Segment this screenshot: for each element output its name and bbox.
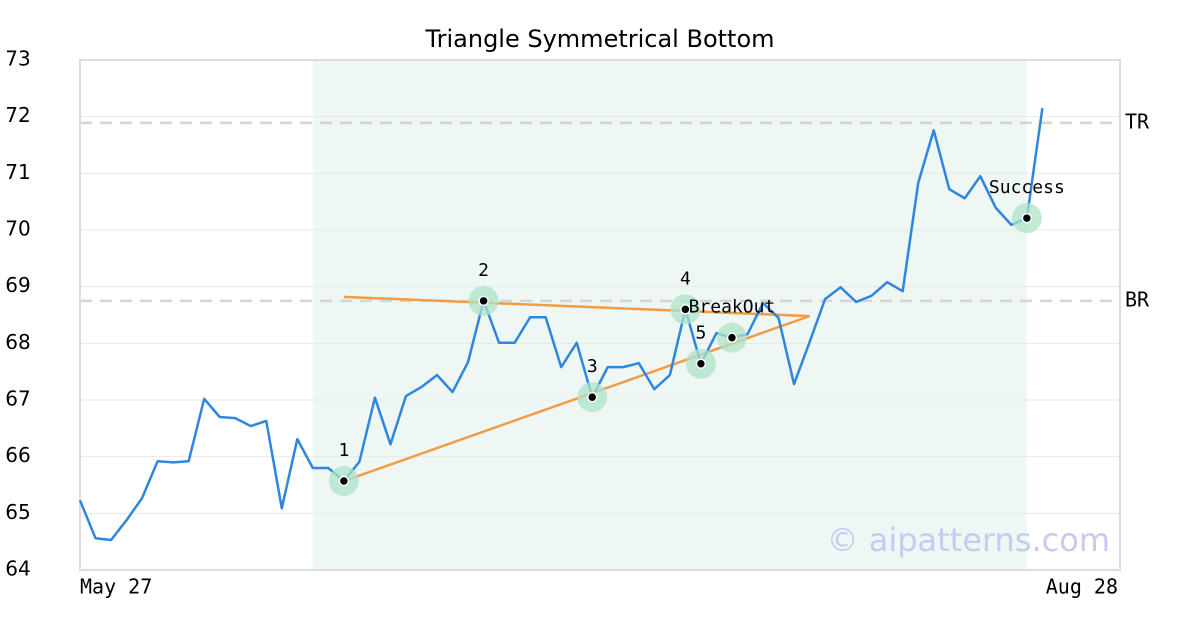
point-label: 1: [338, 440, 349, 461]
point-dot: [338, 475, 350, 487]
pattern-region: [312, 60, 1027, 570]
y-tick-label: 67: [5, 387, 30, 411]
chart-title: Triangle Symmetrical Bottom: [424, 25, 774, 53]
point-dot: [586, 391, 598, 403]
point-dot: [726, 332, 738, 343]
y-tick-label: 72: [5, 103, 30, 127]
x-tick-label: Aug 28: [1046, 575, 1118, 599]
level-label: TR: [1125, 109, 1150, 133]
plot-frame: [79, 59, 1121, 571]
y-tick-label: 69: [5, 273, 30, 297]
point-label: 3: [587, 356, 598, 377]
point-dot: [680, 304, 691, 315]
level-label: BR: [1125, 287, 1150, 311]
point-dot: [695, 358, 707, 369]
point-dot: [478, 295, 489, 307]
y-tick-label: 65: [5, 500, 30, 524]
point-label: Success: [989, 177, 1065, 198]
y-tick-label: 71: [5, 160, 30, 184]
price-line: [78, 107, 1044, 542]
y-tick-label: 64: [5, 557, 30, 581]
y-tick-label: 66: [5, 443, 30, 467]
trend-line: [343, 295, 810, 318]
y-tick-label: 73: [5, 47, 30, 71]
y-tick-label: 70: [5, 217, 30, 241]
x-tick-label: May 27: [80, 575, 152, 599]
watermark: © aipatterns.com: [827, 521, 1110, 559]
point-label: 2: [478, 260, 489, 281]
point-label: 4: [680, 268, 691, 289]
y-tick-label: 68: [5, 330, 30, 354]
point-label: 5: [695, 323, 706, 344]
point-dot: [1021, 212, 1033, 224]
point-label: BreakOut: [689, 297, 776, 318]
